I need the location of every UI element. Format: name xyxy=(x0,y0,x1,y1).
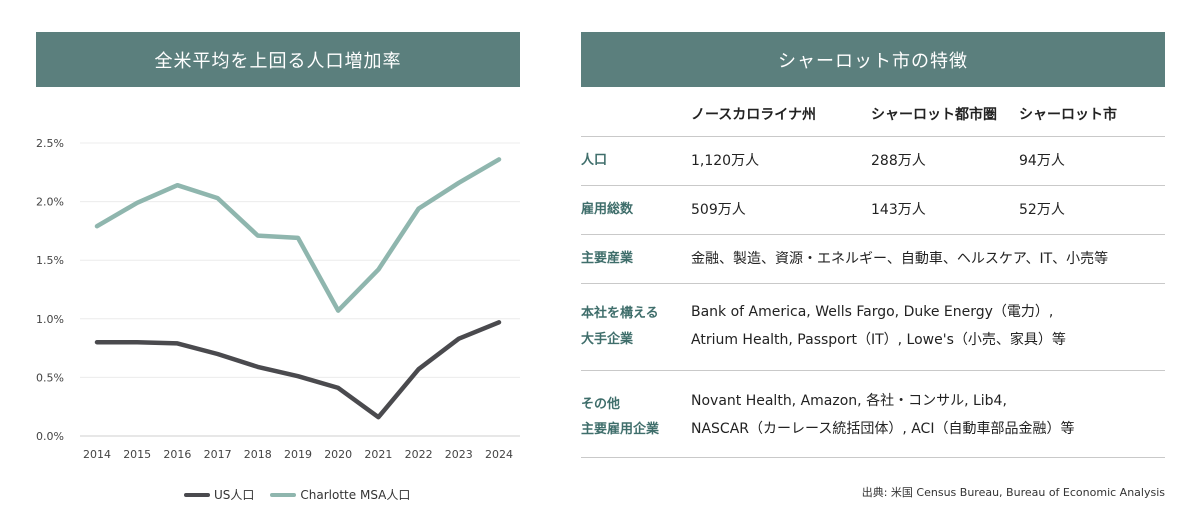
population-growth-chart: 0.0% 0.5% 1.0% 1.5% 2.0% 2.5% 2014 2015 2016 2017… xyxy=(36,137,520,461)
legend-swatch-us xyxy=(184,492,210,497)
data-point-charlotte xyxy=(498,158,500,160)
row-label-other-line1: その他 xyxy=(581,397,621,412)
series-line-us xyxy=(94,320,502,420)
employment-nc: 509万人 xyxy=(691,202,746,218)
y-tick-label: 1.5% xyxy=(36,254,64,267)
table-header-row: ノースカロライナ州 シャーロット都市圏 シャーロット市 xyxy=(581,90,1165,137)
table-title: シャーロット市の特徴 xyxy=(778,50,968,72)
source-note: 出典: 米国 Census Bureau, Bureau of Economic… xyxy=(861,486,1165,499)
table-row-employment: 雇用総数 509万人 143万人 52万人 xyxy=(581,186,1165,235)
table-row-industries: 主要産業 金融、製造、資源・エネルギー、自動車、ヘルスケア、IT、小売等 xyxy=(581,235,1165,284)
x-tick-label: 2014 xyxy=(83,448,111,461)
row-label-hq-line1: 本社を構える xyxy=(581,306,659,321)
legend-item-us: US人口 xyxy=(184,486,254,503)
x-tick-label: 2016 xyxy=(163,448,191,461)
legend-label-charlotte: Charlotte MSA人口 xyxy=(300,488,411,502)
x-tick-label: 2019 xyxy=(284,448,312,461)
table-row-hq-companies: 本社を構える 大手企業 Bank of America, Wells Fargo… xyxy=(581,284,1165,371)
data-point-us xyxy=(337,387,339,389)
header-charlotte-city: シャーロット市 xyxy=(1019,107,1117,123)
data-point-charlotte xyxy=(176,184,178,186)
data-point-us xyxy=(418,368,420,370)
legend-label-us: US人口 xyxy=(214,488,255,502)
row-label-population: 人口 xyxy=(581,153,608,168)
hq-companies-line2: Atrium Health, Passport（IT）, Lowe's（小売、家… xyxy=(691,332,1066,348)
x-tick-label: 2017 xyxy=(204,448,232,461)
data-point-charlotte xyxy=(217,197,219,199)
x-tick-label: 2022 xyxy=(405,448,433,461)
y-tick-label: 0.0% xyxy=(36,430,64,443)
data-point-us xyxy=(176,342,178,344)
employment-metro: 143万人 xyxy=(871,202,926,218)
y-tick-label: 1.0% xyxy=(36,313,64,326)
data-point-us xyxy=(458,338,460,340)
header-north-carolina: ノースカロライナ州 xyxy=(691,107,817,123)
data-point-charlotte xyxy=(458,182,460,184)
y-tick-label: 0.5% xyxy=(36,371,64,384)
x-tick-label: 2023 xyxy=(445,448,473,461)
other-employers-line2: NASCAR（カーレース統括団体）, ACI（自動車部品金融）等 xyxy=(691,421,1075,437)
population-metro: 288万人 xyxy=(871,153,926,169)
chart-title-banner: 全米平均を上回る人口増加率 xyxy=(36,32,520,87)
row-label-other-line2: 主要雇用企業 xyxy=(581,422,660,437)
data-point-charlotte xyxy=(418,208,420,210)
data-point-us xyxy=(136,341,138,343)
row-label-employment: 雇用総数 xyxy=(581,202,634,217)
chart-legend: US人口 Charlotte MSA人口 xyxy=(184,486,420,503)
table-row-other-employers: その他 主要雇用企業 Novant Health, Amazon, 各社・コンサ… xyxy=(581,371,1165,458)
y-tick-label: 2.5% xyxy=(36,137,64,150)
table-title-banner: シャーロット市の特徴 xyxy=(581,32,1165,87)
x-tick-label: 2024 xyxy=(485,448,513,461)
data-point-us xyxy=(297,375,299,377)
row-label-industries: 主要産業 xyxy=(581,251,634,266)
series-line-charlotte xyxy=(94,157,502,313)
y-tick-label: 2.0% xyxy=(36,196,64,209)
data-point-us xyxy=(96,341,98,343)
data-point-charlotte xyxy=(257,235,259,237)
data-point-charlotte xyxy=(297,237,299,239)
population-nc: 1,120万人 xyxy=(691,153,760,169)
chart-title: 全米平均を上回る人口増加率 xyxy=(154,50,402,72)
employment-city: 52万人 xyxy=(1019,202,1065,218)
population-city: 94万人 xyxy=(1019,153,1065,169)
x-tick-label: 2021 xyxy=(364,448,392,461)
data-point-charlotte xyxy=(136,202,138,204)
table-row-population: 人口 1,120万人 288万人 94万人 xyxy=(581,137,1165,186)
data-point-charlotte xyxy=(377,269,379,271)
data-point-us xyxy=(217,353,219,355)
x-tick-label: 2020 xyxy=(324,448,352,461)
header-charlotte-metro: シャーロット都市圏 xyxy=(871,107,997,123)
data-point-us xyxy=(498,321,500,323)
industries-text: 金融、製造、資源・エネルギー、自動車、ヘルスケア、IT、小売等 xyxy=(691,251,1109,267)
data-point-us xyxy=(377,416,379,418)
hq-companies-line1: Bank of America, Wells Fargo, Duke Energ… xyxy=(691,304,1054,320)
legend-item-charlotte: Charlotte MSA人口 xyxy=(270,486,410,503)
data-point-us xyxy=(257,366,259,368)
data-point-charlotte xyxy=(96,225,98,227)
data-point-charlotte xyxy=(337,310,339,312)
legend-swatch-charlotte xyxy=(270,492,297,497)
row-label-hq-line2: 大手企業 xyxy=(581,332,634,347)
x-tick-label: 2015 xyxy=(123,448,151,461)
other-employers-line1: Novant Health, Amazon, 各社・コンサル, Lib4, xyxy=(691,393,1007,409)
x-tick-label: 2018 xyxy=(244,448,272,461)
